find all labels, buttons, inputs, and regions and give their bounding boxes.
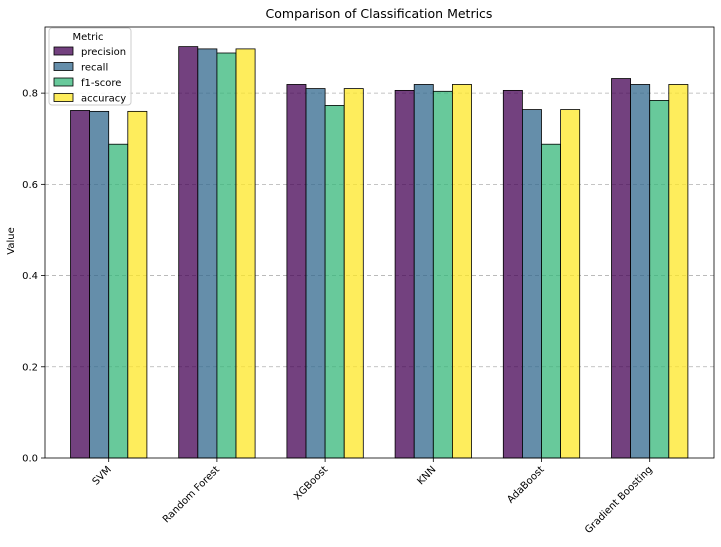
bar-accuracy-xgboost	[343, 88, 364, 459]
legend-swatch-accuracy	[53, 93, 74, 102]
bars	[70, 46, 689, 459]
y-tick-label: 0.6	[22, 180, 38, 191]
chart-title: Comparison of Classification Metrics	[266, 6, 493, 21]
bar-recall-knn	[413, 84, 434, 459]
bar-recall-svm	[89, 110, 110, 459]
bar-accuracy-knn	[451, 84, 472, 459]
bar-recall-xgboost	[305, 88, 326, 459]
bar-accuracy-random-forest	[235, 48, 256, 459]
bar-f1-score-random-forest	[216, 52, 237, 459]
bar-recall-random-forest	[197, 48, 218, 459]
bar-accuracy-svm	[127, 110, 148, 459]
legend-swatch-precision	[53, 46, 74, 56]
bar-precision-xgboost	[286, 84, 307, 459]
legend-swatch-f1-score	[53, 77, 74, 87]
bar-precision-svm	[70, 110, 91, 459]
bar-f1-score-gradient-boosting	[649, 100, 670, 459]
y-tick-label: 0.8	[22, 89, 38, 100]
legend-swatch-recall	[53, 62, 74, 71]
legend-label-precision: precision	[81, 47, 126, 58]
legend-title: Metric	[72, 32, 103, 43]
bar-accuracy-gradient-boosting	[668, 84, 689, 459]
bar-f1-score-adaboost	[541, 143, 562, 459]
y-tick-label: 0.0	[22, 454, 38, 465]
y-tick-label: 0.4	[22, 271, 38, 282]
bar-accuracy-adaboost	[560, 109, 581, 459]
bar-precision-adaboost	[502, 89, 523, 459]
legend-label-f1-score: f1-score	[81, 78, 121, 89]
legend-label-accuracy: accuracy	[81, 94, 126, 105]
bar-f1-score-knn	[432, 90, 453, 459]
y-axis-label: Value	[6, 227, 17, 254]
bar-precision-knn	[394, 89, 415, 459]
bar-precision-gradient-boosting	[611, 78, 632, 459]
bar-f1-score-svm	[108, 143, 129, 459]
bar-f1-score-xgboost	[324, 105, 345, 459]
y-tick-label: 0.2	[22, 362, 38, 373]
bar-recall-gradient-boosting	[630, 84, 651, 459]
bar-recall-adaboost	[522, 109, 542, 459]
legend: Metric precision recall f1-score accuracy	[48, 27, 132, 106]
legend-label-recall: recall	[81, 63, 108, 74]
bar-precision-random-forest	[178, 46, 199, 459]
plot-frame	[44, 26, 715, 459]
